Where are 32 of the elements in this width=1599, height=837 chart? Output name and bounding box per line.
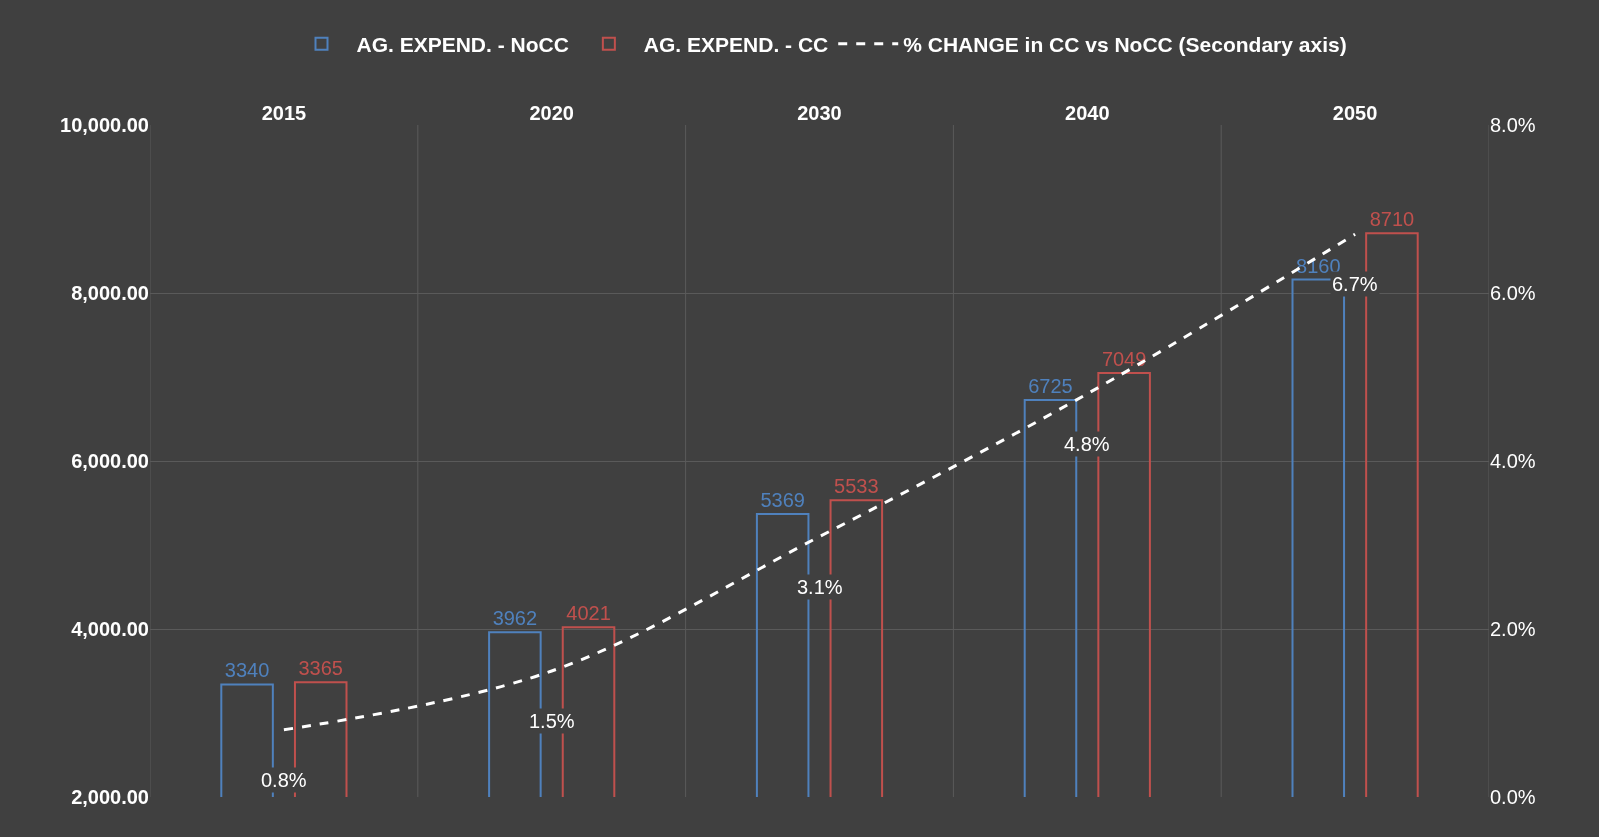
data-label: 6.7% — [1332, 273, 1378, 295]
data-label: 0.8% — [261, 769, 307, 791]
data-label: 3.1% — [797, 576, 843, 598]
y-tick-label: 6,000.00 — [71, 450, 149, 472]
data-label: 7049 — [1101, 347, 1147, 370]
x-tick-label: 2040 — [1065, 102, 1110, 124]
x-tick-label: 2030 — [797, 102, 842, 124]
data-label: 6725 — [1028, 375, 1073, 398]
y-tick-label: 2,000.00 — [71, 786, 149, 808]
y2-tick-label: 8.0% — [1490, 114, 1536, 136]
data-label: 4021 — [566, 602, 611, 625]
x-tick-label: 2015 — [261, 102, 307, 124]
data-label: 3340 — [224, 659, 270, 682]
y2-tick-label: 4.0% — [1490, 450, 1536, 472]
y-tick-label: 10,000.00 — [60, 114, 149, 136]
data-label: 4.8% — [1064, 433, 1110, 455]
data-label: 5533 — [834, 475, 879, 498]
y2-tick-label: 2.0% — [1490, 618, 1536, 640]
x-tick-label: 2020 — [529, 102, 574, 124]
data-label: 8710 — [1369, 208, 1415, 231]
legend-label: AG. EXPEND. - CC — [643, 32, 829, 56]
legend-label: % CHANGE in CC vs NoCC (Secondary axis) — [903, 32, 1347, 56]
legend-label: AG. EXPEND. - NoCC — [356, 32, 569, 56]
y-tick-label: 8,000.00 — [71, 282, 149, 304]
data-label: 1.5% — [529, 710, 575, 732]
x-tick-label: 2050 — [1332, 102, 1378, 124]
data-label: 3365 — [298, 657, 343, 680]
data-label: 5369 — [760, 489, 805, 511]
y2-tick-label: 6.0% — [1490, 282, 1536, 304]
y2-tick-label: 0.0% — [1490, 786, 1536, 808]
data-label: 3962 — [492, 607, 538, 630]
y-tick-label: 4,000.00 — [71, 618, 149, 640]
